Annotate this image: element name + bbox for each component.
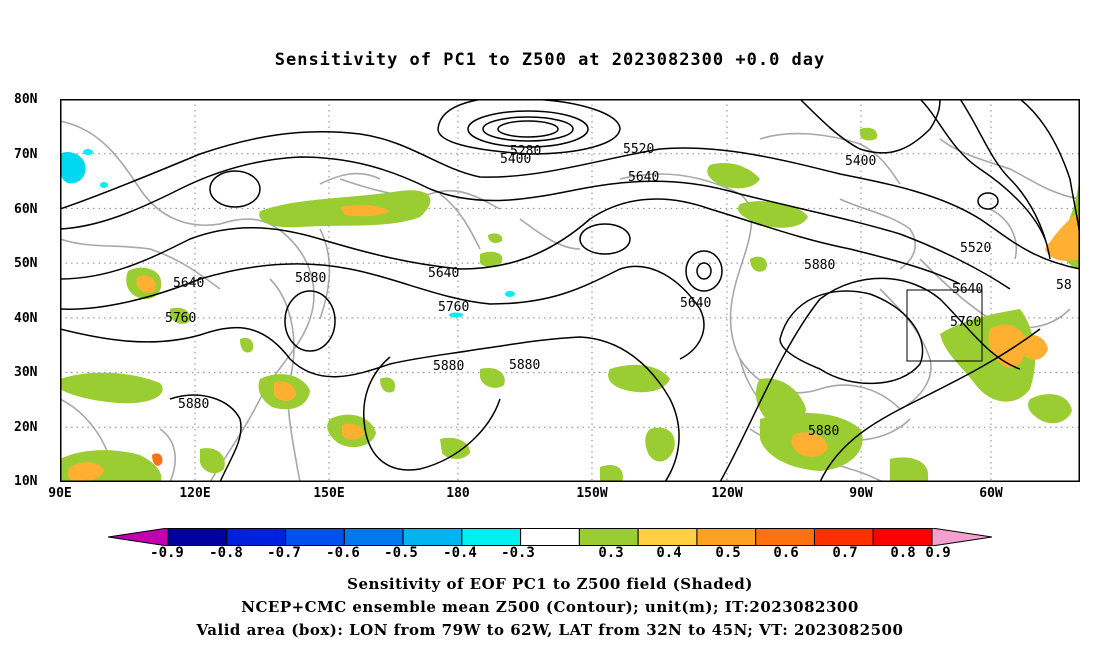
colorbar-label: 0.4 (656, 545, 682, 561)
colorbar-segment (755, 528, 815, 546)
caption-valid-area: Valid area (box): LON from 79W to 62W, L… (196, 621, 904, 639)
colorbar-label: 0.3 (598, 545, 624, 561)
contour-label: 5880 (433, 359, 464, 374)
lat-label-10n: 10N (14, 474, 38, 489)
contour-label: 5520 (960, 241, 991, 256)
contour-label: 5880 (804, 258, 835, 273)
colorbar-label: -0.3 (501, 545, 535, 561)
colorbar-segment (520, 528, 580, 546)
colorbar-segment (813, 528, 874, 546)
contour-label: 5280 (510, 144, 541, 159)
lon-label-150e: 150E (313, 486, 345, 501)
map-border (60, 99, 1080, 482)
map-panel: 5280 5400 5520 5640 5400 5520 5640 5640 … (60, 99, 1080, 482)
lon-label-180: 180 (446, 486, 470, 501)
colorbar-label: -0.5 (384, 545, 418, 561)
colorbar-label: -0.8 (209, 545, 243, 561)
colorbar-segment (872, 528, 933, 546)
contour-labels: 5280 5400 5520 5640 5400 5520 5640 5640 … (165, 142, 1072, 439)
caption-contour: NCEP+CMC ensemble mean Z500 (Contour); u… (241, 598, 859, 616)
colorbar-segment (167, 528, 228, 546)
valid-area-box (906, 289, 983, 362)
colorbar-segment (402, 528, 463, 546)
contour-label: 5640 (628, 170, 659, 185)
colorbar-label: 0.7 (832, 545, 858, 561)
lat-label-30n: 30N (14, 365, 38, 380)
colorbar-label: 0.6 (773, 545, 799, 561)
colorbar-segment (285, 528, 345, 546)
lon-label-150w: 150W (576, 486, 608, 501)
lon-label-90w: 90W (849, 486, 873, 501)
colorbar-label: -0.7 (267, 545, 301, 561)
colorbar-high-extend (931, 528, 992, 546)
lon-label-90e: 90E (48, 486, 72, 501)
contour-label: 5760 (438, 300, 469, 315)
contour-label: 5760 (165, 311, 196, 326)
lat-label-60n: 60N (14, 202, 38, 217)
contour-label: 5400 (500, 152, 531, 167)
lon-label-120w: 120W (711, 486, 743, 501)
contour-label: 5880 (295, 271, 326, 286)
colorbar-label: 0.8 (890, 545, 916, 561)
contour-label: 5640 (680, 296, 711, 311)
contour-label: 5640 (173, 276, 204, 291)
colorbar-segment (461, 528, 522, 546)
sensitivity-shading (60, 127, 1080, 482)
contour-label: 5640 (428, 266, 459, 281)
colorbar (108, 528, 992, 546)
colorbar-low-extend (108, 528, 169, 546)
colorbar-segment (343, 528, 404, 546)
lon-label-120e: 120E (179, 486, 211, 501)
colorbar-segment (226, 528, 287, 546)
lat-label-20n: 20N (14, 420, 38, 435)
contour-label: 5880 (509, 358, 540, 373)
colorbar-label: 0.9 (925, 545, 951, 561)
caption-shaded: Sensitivity of EOF PC1 to Z500 field (Sh… (347, 575, 753, 593)
contour-label: 5880 (178, 397, 209, 412)
contour-label: 5760 (950, 315, 981, 330)
contour-label: 5520 (623, 142, 654, 157)
colorbar-segment (578, 528, 639, 546)
colorbar-label: 0.5 (715, 545, 741, 561)
contour-label: 5400 (845, 154, 876, 169)
colorbar-label: -0.4 (443, 545, 477, 561)
lat-label-50n: 50N (14, 256, 38, 271)
lat-label-70n: 70N (14, 147, 38, 162)
map-title: Sensitivity of PC1 to Z500 at 2023082300… (274, 50, 826, 70)
contour-label: 58 (1056, 278, 1072, 293)
lat-lon-grid (60, 99, 1080, 482)
z500-contours (60, 99, 1080, 482)
lat-label-40n: 40N (14, 311, 38, 326)
lat-label-80n: 80N (14, 92, 38, 107)
colorbar-segment (696, 528, 757, 546)
lon-label-60w: 60W (979, 486, 1003, 501)
colorbar-segment (637, 528, 698, 546)
colorbar-label: -0.9 (150, 545, 184, 561)
contour-label: 5880 (808, 424, 839, 439)
colorbar-label: -0.6 (326, 545, 360, 561)
